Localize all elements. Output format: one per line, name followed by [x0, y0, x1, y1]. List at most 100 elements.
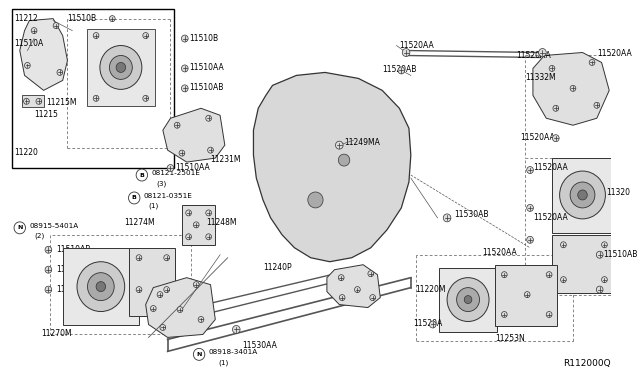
Bar	[552, 158, 614, 233]
Text: 11270M: 11270M	[41, 330, 72, 339]
Text: 08915-5401A: 08915-5401A	[29, 223, 79, 229]
Circle shape	[109, 16, 115, 22]
Polygon shape	[20, 19, 67, 90]
Circle shape	[193, 349, 205, 360]
Polygon shape	[253, 73, 411, 262]
Bar	[495, 265, 557, 327]
Circle shape	[456, 288, 479, 311]
Circle shape	[589, 60, 595, 65]
Circle shape	[527, 236, 533, 243]
Text: N: N	[17, 225, 22, 230]
Circle shape	[174, 122, 180, 128]
Circle shape	[596, 251, 603, 258]
Text: 11248M: 11248M	[206, 218, 236, 227]
Circle shape	[561, 242, 566, 248]
Polygon shape	[163, 108, 225, 162]
Circle shape	[182, 35, 188, 42]
Circle shape	[547, 272, 552, 278]
Circle shape	[561, 277, 566, 283]
Circle shape	[447, 278, 489, 321]
Circle shape	[24, 98, 29, 104]
Text: 11249MA: 11249MA	[344, 138, 380, 147]
Circle shape	[198, 317, 204, 323]
Circle shape	[464, 296, 472, 304]
Circle shape	[339, 295, 345, 301]
Text: 11510AB: 11510AB	[604, 250, 638, 259]
Text: B: B	[132, 195, 137, 201]
Text: B: B	[140, 173, 144, 177]
Text: 11320: 11320	[606, 188, 630, 197]
Text: (2): (2)	[34, 233, 44, 239]
Circle shape	[116, 62, 125, 73]
Circle shape	[602, 277, 607, 283]
Circle shape	[527, 205, 533, 211]
Circle shape	[88, 273, 114, 301]
Circle shape	[136, 169, 148, 181]
Circle shape	[559, 171, 605, 219]
Circle shape	[93, 33, 99, 39]
Circle shape	[429, 321, 436, 328]
Circle shape	[232, 326, 240, 333]
Circle shape	[539, 48, 547, 57]
Circle shape	[164, 286, 170, 293]
Text: 11520AB: 11520AB	[382, 65, 417, 74]
Circle shape	[339, 154, 350, 166]
Circle shape	[570, 182, 595, 208]
Circle shape	[160, 324, 166, 330]
Circle shape	[444, 214, 451, 222]
Text: 11220M: 11220M	[415, 285, 446, 294]
Circle shape	[93, 95, 99, 101]
Text: 11520AA: 11520AA	[533, 213, 568, 222]
Circle shape	[96, 282, 106, 292]
Text: N: N	[196, 352, 202, 357]
Circle shape	[136, 255, 142, 261]
Text: 11510A: 11510A	[14, 39, 44, 48]
Circle shape	[53, 23, 59, 29]
Text: 11332M: 11332M	[525, 73, 556, 83]
Circle shape	[308, 192, 323, 208]
Text: 11510B: 11510B	[67, 14, 97, 23]
Text: 11240P: 11240P	[263, 263, 292, 272]
Text: 08918-3401A: 08918-3401A	[209, 349, 258, 355]
Text: 11520AA: 11520AA	[533, 163, 568, 172]
Circle shape	[186, 234, 191, 240]
Text: 11231M: 11231M	[211, 155, 241, 164]
Circle shape	[398, 67, 404, 74]
Circle shape	[177, 307, 183, 312]
Text: 11530AB: 11530AB	[454, 210, 488, 219]
Circle shape	[206, 115, 211, 121]
Bar	[129, 248, 175, 315]
Text: 11520A: 11520A	[56, 285, 85, 294]
Circle shape	[602, 242, 607, 248]
Circle shape	[186, 210, 191, 216]
Circle shape	[179, 150, 185, 156]
Circle shape	[553, 105, 559, 111]
Circle shape	[547, 311, 552, 318]
Circle shape	[206, 210, 211, 216]
Text: 11520A: 11520A	[413, 320, 442, 328]
Text: 11212: 11212	[14, 14, 38, 23]
Text: 11520A: 11520A	[56, 265, 85, 274]
Circle shape	[57, 70, 63, 76]
Text: 11520AA: 11520AA	[483, 248, 517, 257]
Circle shape	[403, 48, 410, 57]
Polygon shape	[533, 52, 609, 125]
Text: 11530AA: 11530AA	[242, 341, 277, 350]
Circle shape	[45, 246, 52, 253]
Text: (1): (1)	[148, 203, 159, 209]
Text: 11520AA: 11520AA	[516, 51, 550, 60]
Circle shape	[335, 141, 343, 149]
Circle shape	[45, 266, 52, 273]
Text: 11520AA: 11520AA	[520, 133, 556, 142]
Text: 11520AA: 11520AA	[597, 48, 632, 58]
Circle shape	[14, 222, 26, 234]
Circle shape	[368, 271, 374, 277]
Circle shape	[24, 62, 30, 68]
Circle shape	[77, 262, 125, 311]
Circle shape	[549, 65, 555, 71]
Text: 11510AA: 11510AA	[175, 163, 210, 172]
Circle shape	[594, 102, 600, 108]
Circle shape	[524, 292, 530, 298]
Circle shape	[157, 292, 163, 298]
Circle shape	[167, 164, 174, 171]
